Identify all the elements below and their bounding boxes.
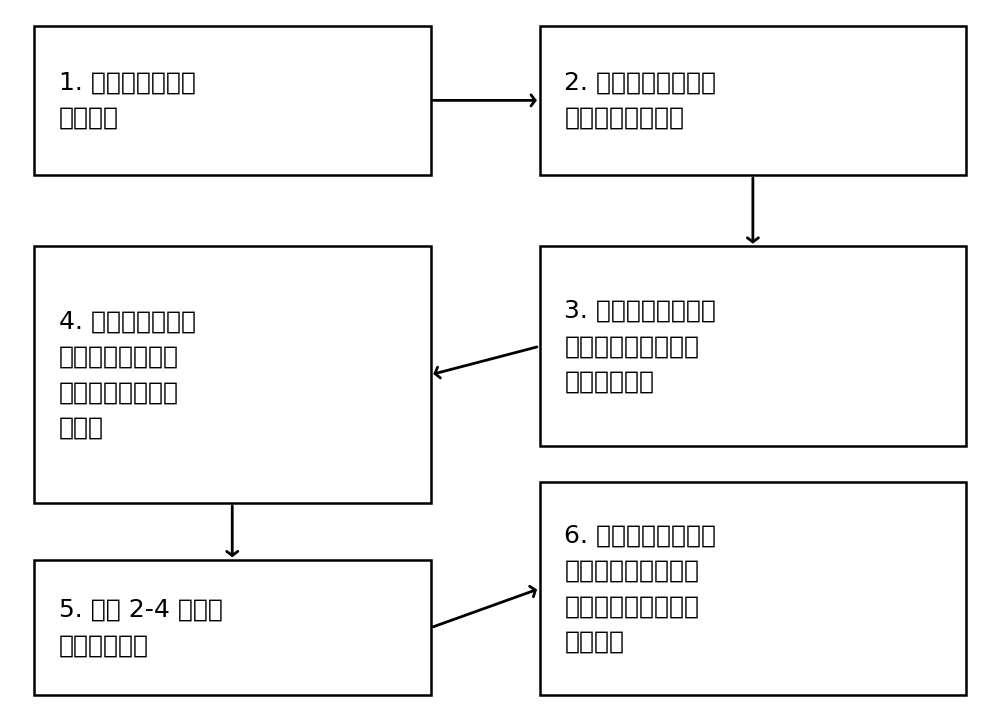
Text: 5. 重复 2-4 步操作
达到一定次数: 5. 重复 2-4 步操作 达到一定次数	[59, 598, 223, 658]
Bar	[34, 25, 431, 175]
Text: 1. 给出大致的流量
値的范围: 1. 给出大致的流量 値的范围	[59, 71, 196, 130]
Bar	[34, 247, 431, 503]
Text: 4. 计算实际温度测
井数据的温度分布
値与计算値的均方
根误差: 4. 计算实际温度测 井数据的温度分布 値与计算値的均方 根误差	[59, 309, 196, 440]
Bar	[34, 560, 431, 696]
Text: 6. 选取温度均方根误
差最小且低于允许范
围的流量分布即为反
演结果。: 6. 选取温度均方根误 差最小且低于允许范 围的流量分布即为反 演结果。	[564, 523, 716, 654]
Bar	[540, 25, 966, 175]
Text: 3. 代入模型得出该组
随机取値对应的温度
分布计算値。: 3. 代入模型得出该组 随机取値对应的温度 分布计算値。	[564, 298, 716, 394]
Bar	[540, 482, 966, 696]
Bar	[540, 247, 966, 446]
Text: 2. 在范围内对各储层
吸水流量随机取値: 2. 在范围内对各储层 吸水流量随机取値	[564, 71, 716, 130]
